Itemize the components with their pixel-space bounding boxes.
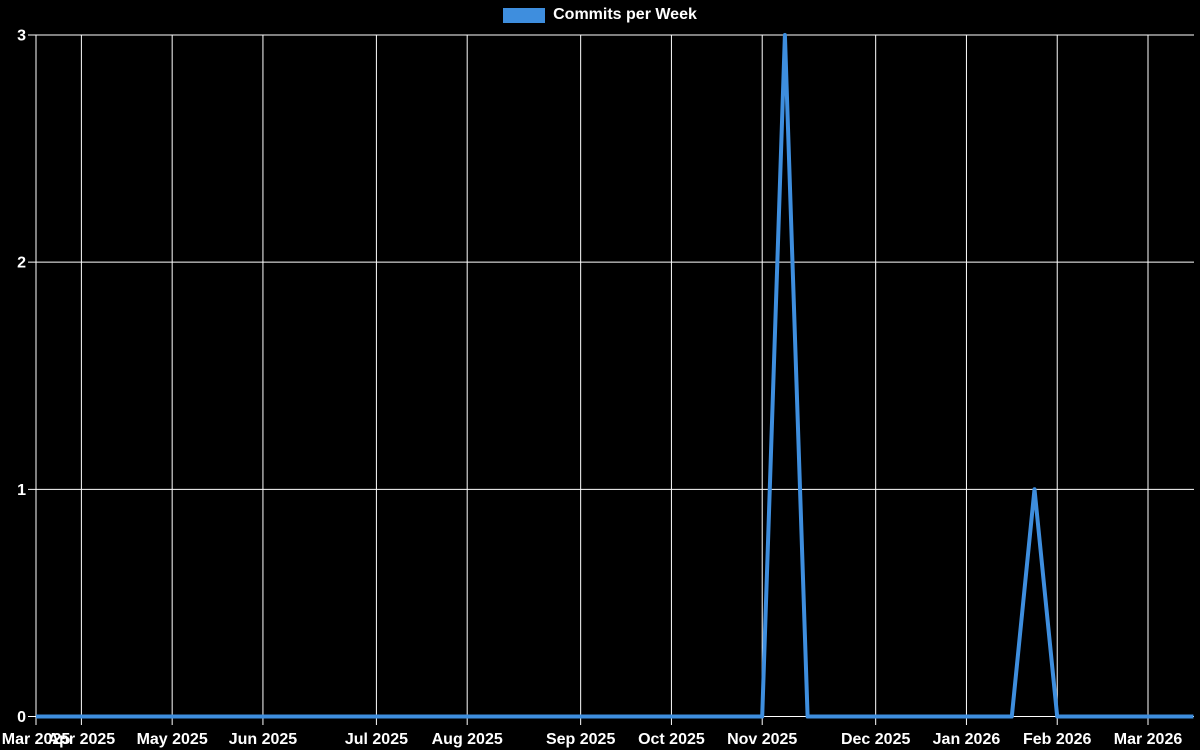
x-tick-label: Jan 2026 [933, 731, 1001, 748]
x-tick-label: Jun 2025 [229, 731, 298, 748]
x-tick-label: Oct 2025 [638, 731, 705, 748]
x-tick-label: Mar 2026 [1114, 731, 1183, 748]
x-tick-label: Dec 2025 [841, 731, 910, 748]
x-tick-label: Mar 2025 [2, 731, 71, 748]
x-tick-label: Nov 2025 [727, 731, 797, 748]
legend-swatch [503, 7, 546, 23]
x-tick-label: Feb 2026 [1023, 731, 1092, 748]
commits-line-series [36, 33, 1194, 719]
x-tick-label: Jul 2025 [345, 731, 408, 748]
x-tick-label: May 2025 [137, 731, 208, 748]
x-tick-label: Aug 2025 [432, 731, 503, 748]
y-tick-label: 0 [17, 709, 26, 726]
x-tick-label: Sep 2025 [546, 731, 615, 748]
y-tick-label: 3 [17, 28, 26, 45]
y-tick-label: 2 [17, 255, 26, 272]
y-tick-label: 1 [17, 482, 26, 499]
legend-label: Commits per Week [553, 6, 697, 23]
x-tick-label: Apr 2025 [48, 731, 116, 748]
legend[interactable]: Commits per Week [0, 7, 1200, 23]
